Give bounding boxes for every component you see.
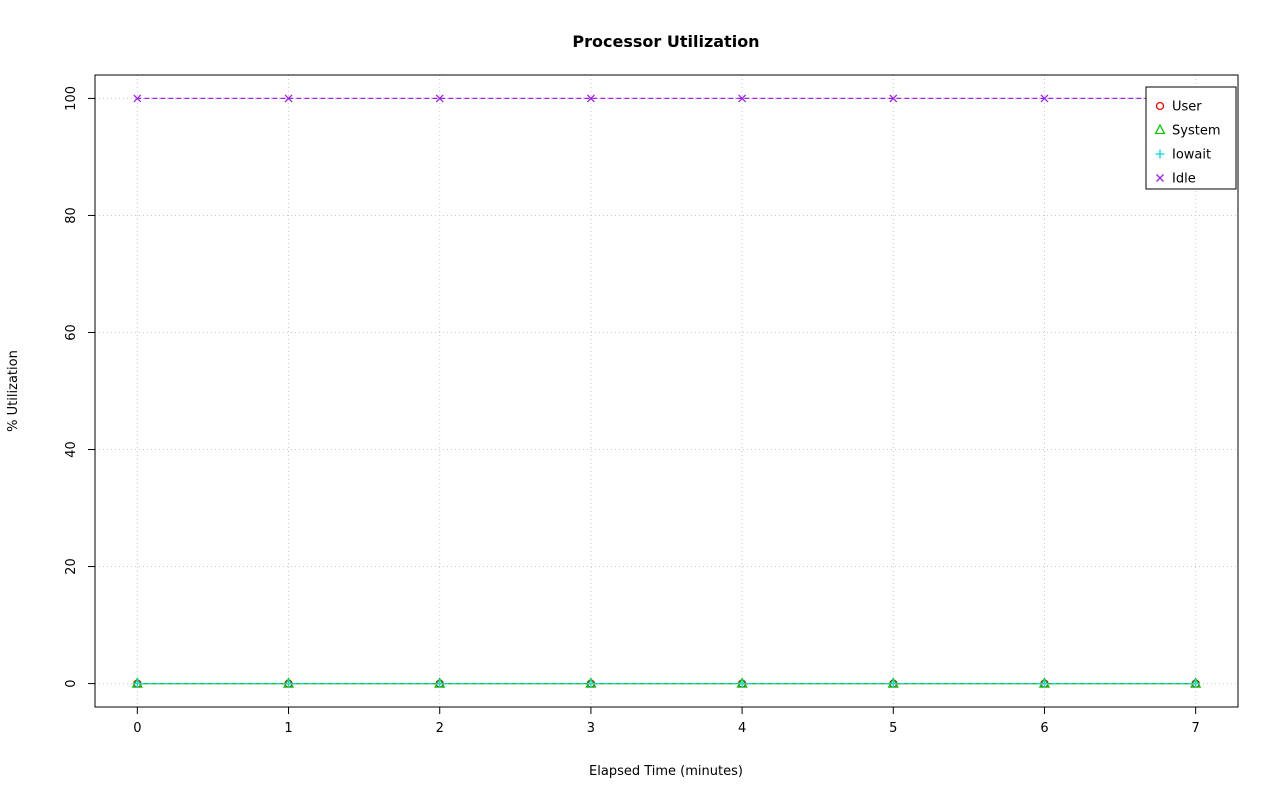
x-tick-label: 7	[1192, 721, 1200, 736]
series-marker-idle	[435, 94, 444, 103]
legend-label-system: System	[1172, 124, 1220, 139]
series-marker-iowait	[132, 679, 142, 689]
y-tick-label: 40	[64, 441, 79, 458]
series-marker-iowait	[586, 679, 596, 689]
legend-box	[1145, 86, 1237, 190]
x-tick-label: 0	[133, 721, 141, 736]
series-marker-idle	[1040, 94, 1049, 103]
series-marker-iowait	[1039, 679, 1049, 689]
y-tick-label: 60	[64, 324, 79, 341]
y-axis-label: % Utilization	[6, 350, 21, 432]
y-tick-label: 0	[64, 679, 79, 687]
legend-marker-user	[1155, 101, 1165, 111]
x-tick-label: 1	[284, 721, 292, 736]
legend-marker-iowait	[1155, 149, 1165, 159]
legend: User System Iowait Idle	[1145, 86, 1237, 190]
series-marker-idle	[133, 94, 142, 103]
legend-label-idle: Idle	[1172, 172, 1196, 187]
chart-title: Processor Utilization	[572, 32, 759, 51]
x-tick-label: 6	[1040, 721, 1048, 736]
series-marker-idle	[586, 94, 595, 103]
x-tick-label: 2	[436, 721, 444, 736]
series-marker-iowait	[435, 679, 445, 689]
series-marker-iowait	[1191, 679, 1201, 689]
series-marker-iowait	[888, 679, 898, 689]
series-marker-iowait	[737, 679, 747, 689]
series-marker-idle	[738, 94, 747, 103]
axis-ticks: 0 1 2 3 4 5 6 7 0 20 40 60 80 100	[64, 86, 1200, 736]
series-idle	[133, 94, 1200, 103]
plot-border	[94, 74, 1239, 708]
series-marker-idle	[284, 94, 293, 103]
x-tick-label: 5	[889, 721, 897, 736]
legend-marker-idle	[1156, 174, 1164, 182]
x-tick-label: 4	[738, 721, 746, 736]
legend-marker-system	[1154, 123, 1166, 135]
x-axis-label: Elapsed Time (minutes)	[589, 764, 743, 779]
x-tick-label: 3	[587, 721, 595, 736]
y-tick-label: 100	[64, 86, 79, 111]
y-tick-label: 20	[64, 558, 79, 575]
legend-label-iowait: Iowait	[1172, 148, 1211, 163]
series-iowait	[132, 679, 1201, 689]
series-group	[131, 94, 1202, 689]
series-marker-iowait	[284, 679, 294, 689]
series-marker-idle	[889, 94, 898, 103]
gridlines	[95, 75, 1238, 707]
legend-label-user: User	[1172, 100, 1202, 115]
series-system	[131, 677, 1202, 688]
y-tick-label: 80	[64, 207, 79, 224]
